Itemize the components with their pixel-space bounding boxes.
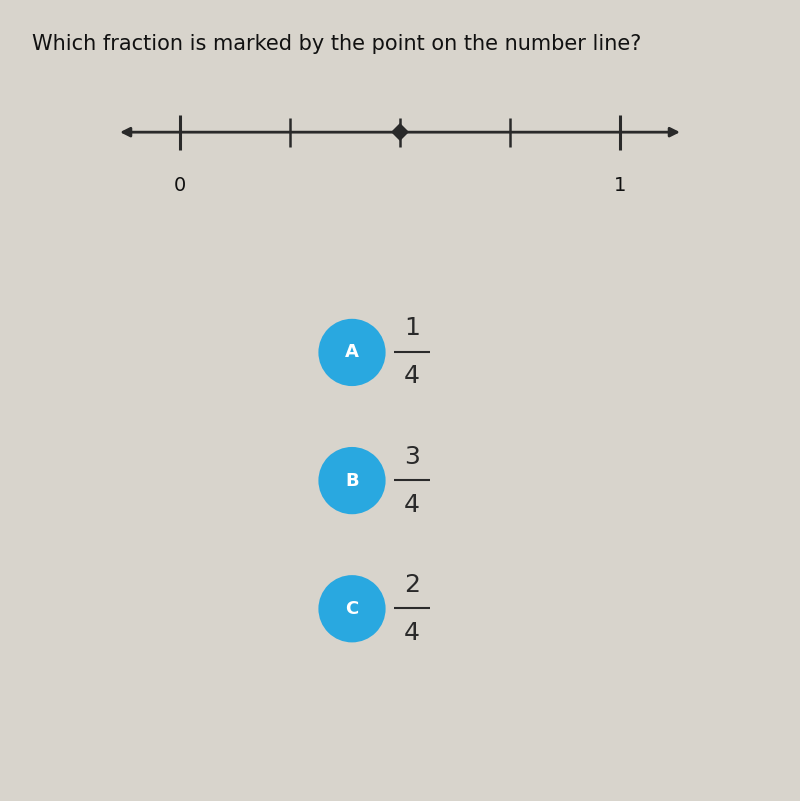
Text: 0: 0: [174, 176, 186, 195]
Text: 3: 3: [404, 445, 420, 469]
Circle shape: [318, 447, 386, 514]
Text: 4: 4: [404, 493, 420, 517]
Text: Which fraction is marked by the point on the number line?: Which fraction is marked by the point on…: [32, 34, 642, 54]
Text: 4: 4: [404, 364, 420, 388]
Text: 1: 1: [614, 176, 626, 195]
Circle shape: [318, 575, 386, 642]
Text: A: A: [345, 344, 359, 361]
Circle shape: [318, 319, 386, 386]
Text: 4: 4: [404, 621, 420, 645]
Text: 1: 1: [404, 316, 420, 340]
Text: C: C: [346, 600, 358, 618]
Text: B: B: [345, 472, 359, 489]
Text: 2: 2: [404, 573, 420, 597]
